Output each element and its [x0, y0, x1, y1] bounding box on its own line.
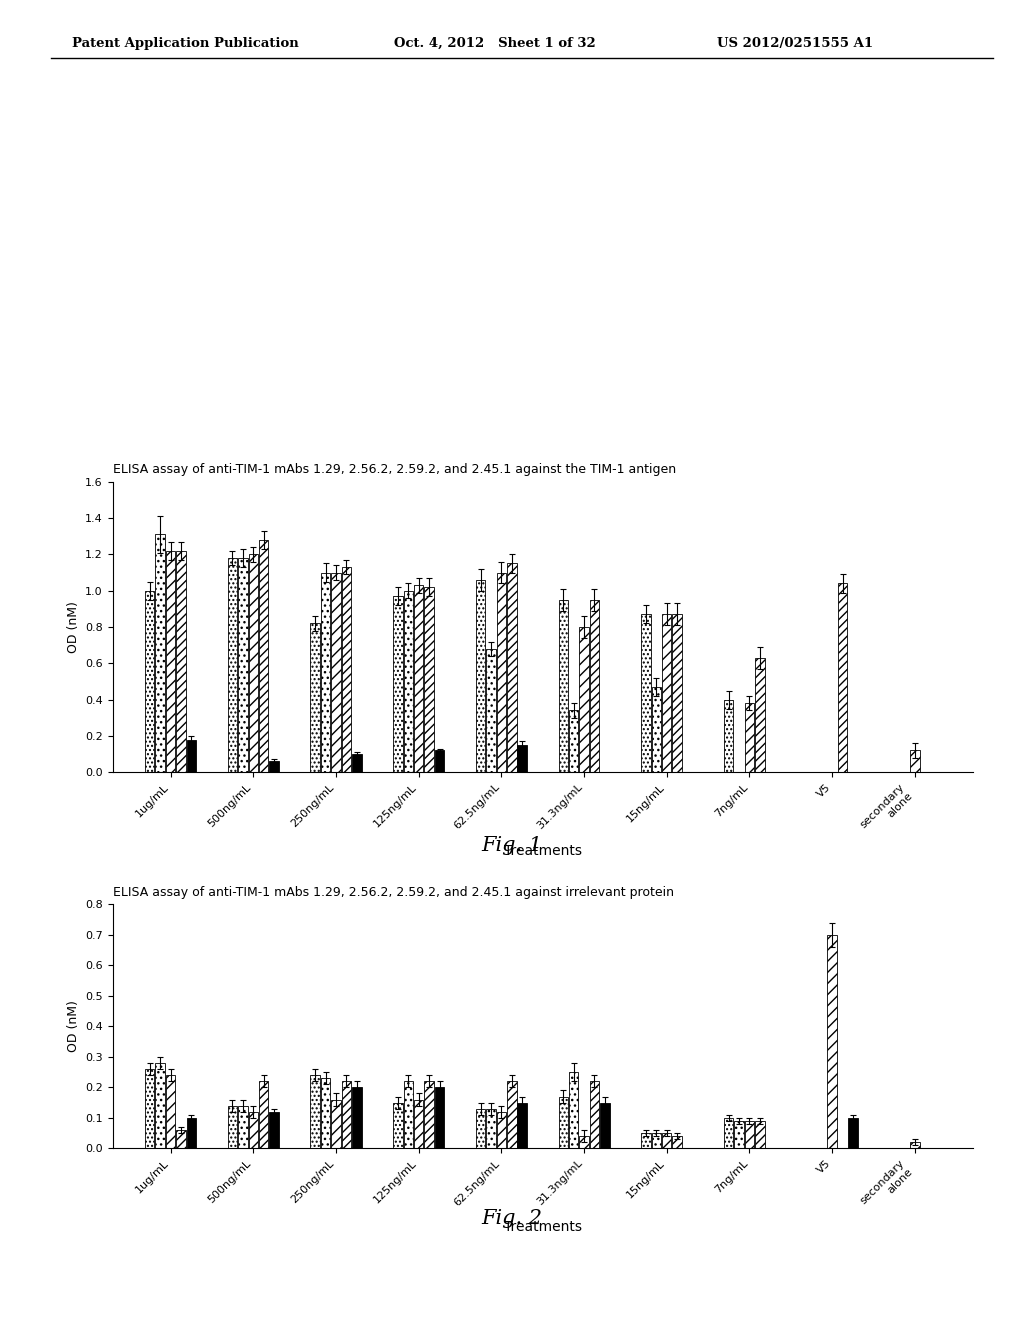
Bar [590, 599, 599, 772]
Text: Oct. 4, 2012   Sheet 1 of 32: Oct. 4, 2012 Sheet 1 of 32 [394, 37, 596, 50]
Bar [249, 1111, 258, 1148]
Bar [580, 627, 589, 772]
Bar [827, 935, 837, 1148]
Bar [145, 591, 155, 772]
Bar [507, 1081, 516, 1148]
Text: ELISA assay of anti-TIM-1 mAbs 1.29, 2.56.2, 2.59.2, and 2.45.1 against irreleva: ELISA assay of anti-TIM-1 mAbs 1.29, 2.5… [113, 886, 674, 899]
Bar [403, 591, 413, 772]
Bar [259, 1081, 268, 1148]
Bar [435, 750, 444, 772]
Bar [342, 568, 351, 772]
Bar [507, 564, 516, 772]
Bar [600, 1102, 609, 1148]
Text: ELISA assay of anti-TIM-1 mAbs 1.29, 2.56.2, 2.59.2, and 2.45.1 against the TIM-: ELISA assay of anti-TIM-1 mAbs 1.29, 2.5… [113, 463, 676, 477]
Bar [269, 1111, 279, 1148]
Bar [580, 1137, 589, 1148]
Bar [156, 535, 165, 772]
Bar [414, 1100, 423, 1148]
Bar [848, 1118, 858, 1148]
Bar [176, 1130, 185, 1148]
Bar [393, 1102, 402, 1148]
Bar [590, 1081, 599, 1148]
Bar [476, 579, 485, 772]
Bar [673, 614, 682, 772]
Bar [724, 700, 733, 772]
Bar [651, 686, 662, 772]
Bar [755, 1121, 765, 1148]
Bar [435, 1088, 444, 1148]
Bar [486, 1109, 496, 1148]
Bar [910, 1142, 920, 1148]
Bar [166, 1074, 175, 1148]
Bar [558, 599, 568, 772]
Bar [227, 1106, 238, 1148]
Bar [176, 550, 185, 772]
Bar [497, 1111, 506, 1148]
Bar [744, 1121, 755, 1148]
Bar [641, 614, 650, 772]
Bar [517, 1102, 527, 1148]
Bar [558, 1097, 568, 1148]
Bar [310, 623, 319, 772]
Bar [352, 1088, 361, 1148]
Bar [259, 540, 268, 772]
Bar [755, 657, 765, 772]
Bar [269, 762, 279, 772]
Bar [186, 1118, 196, 1148]
Bar [724, 1118, 733, 1148]
Bar [414, 585, 423, 772]
Bar [910, 750, 920, 772]
Bar [249, 554, 258, 772]
Bar [321, 1078, 331, 1148]
Text: US 2012/0251555 A1: US 2012/0251555 A1 [717, 37, 872, 50]
Bar [734, 1121, 743, 1148]
Bar [393, 597, 402, 772]
Text: Fig. 2: Fig. 2 [481, 1209, 543, 1228]
Bar [227, 558, 238, 772]
Bar [331, 1100, 341, 1148]
Bar [352, 754, 361, 772]
Bar [166, 550, 175, 772]
Bar [342, 1081, 351, 1148]
Bar [186, 739, 196, 772]
Bar [569, 710, 579, 772]
X-axis label: Treatments: Treatments [504, 843, 582, 858]
Bar [424, 587, 434, 772]
Bar [497, 573, 506, 772]
Bar [663, 1133, 672, 1148]
Bar [239, 558, 248, 772]
Bar [517, 744, 527, 772]
Bar [145, 1069, 155, 1148]
Bar [239, 1106, 248, 1148]
Text: Fig. 1: Fig. 1 [481, 837, 543, 855]
Bar [569, 1072, 579, 1148]
Y-axis label: OD (nM): OD (nM) [67, 1001, 80, 1052]
Bar [838, 583, 847, 772]
Bar [663, 614, 672, 772]
Text: Patent Application Publication: Patent Application Publication [72, 37, 298, 50]
Bar [744, 704, 755, 772]
Bar [331, 573, 341, 772]
Bar [651, 1133, 662, 1148]
Bar [310, 1074, 319, 1148]
Bar [673, 1137, 682, 1148]
Bar [641, 1133, 650, 1148]
Bar [403, 1081, 413, 1148]
Bar [476, 1109, 485, 1148]
Y-axis label: OD (nM): OD (nM) [67, 601, 80, 653]
Bar [424, 1081, 434, 1148]
Bar [156, 1063, 165, 1148]
Bar [321, 573, 331, 772]
Bar [486, 648, 496, 772]
X-axis label: Treatments: Treatments [504, 1220, 582, 1234]
